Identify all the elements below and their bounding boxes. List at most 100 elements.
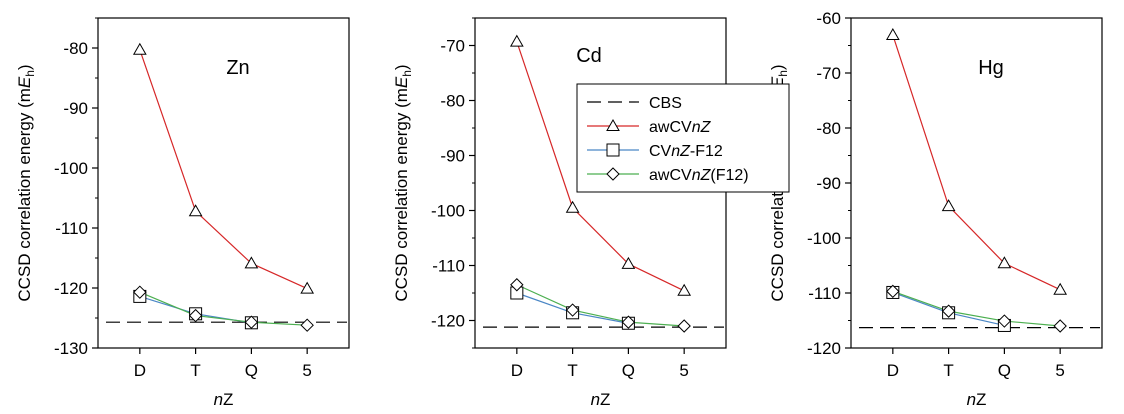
y-tick-label: -80 xyxy=(440,92,465,111)
x-axis-title: nZ xyxy=(214,390,234,409)
x-tick-label: 5 xyxy=(679,361,688,380)
point-awf12 xyxy=(677,319,691,333)
y-axis-title-sub: h xyxy=(776,70,790,77)
legend-label-cbs: CBS xyxy=(649,95,682,112)
x-tick-label: T xyxy=(567,361,577,380)
y-tick-label: -90 xyxy=(816,174,841,193)
plot-frame xyxy=(97,17,350,349)
point-awf12 xyxy=(886,284,900,299)
y-tick-label: -70 xyxy=(816,64,841,83)
legend-label-part: CBS xyxy=(649,95,682,112)
y-axis-title-suffix: ) xyxy=(15,64,34,70)
x-tick-label: D xyxy=(887,361,899,380)
point-awcv xyxy=(300,281,315,294)
y-tick-label: -100 xyxy=(54,159,88,178)
point-awcv xyxy=(1053,282,1068,295)
x-tick-label: D xyxy=(134,361,146,380)
legend-label-part: (F12) xyxy=(710,167,748,184)
legend-label-awcv: awCVnZ xyxy=(649,119,712,136)
y-axis-title-sub: h xyxy=(23,70,37,77)
legend-label-part: nZ xyxy=(692,167,712,184)
x-axis-title-var: n xyxy=(591,390,600,409)
point-awcv xyxy=(997,256,1012,269)
point-awf12 xyxy=(1053,319,1067,333)
x-axis-title-rest: Z xyxy=(976,390,986,409)
series-line-awf12 xyxy=(892,290,1061,327)
series-line-awcv xyxy=(139,49,308,290)
point-awcv xyxy=(188,204,203,217)
series-line-awf12 xyxy=(139,291,308,326)
point-awcv xyxy=(565,200,580,213)
point-awf12 xyxy=(188,308,203,323)
point-awcv xyxy=(885,28,900,41)
y-tick-label: -90 xyxy=(63,99,88,118)
y-tick-label: -90 xyxy=(440,147,465,166)
panel-label: Hg xyxy=(978,57,1004,79)
x-axis-title-var: n xyxy=(967,390,976,409)
y-tick-label: -100 xyxy=(807,229,841,248)
y-tick-label: -70 xyxy=(440,37,465,56)
x-tick-label: 5 xyxy=(302,361,311,380)
point-awcv xyxy=(132,42,147,55)
legend-label-part: awCV xyxy=(649,167,692,184)
y-axis-title-prefix: CCSD correlation energy (m xyxy=(15,88,34,302)
panel-cd: -70 -80 -90 -100 -110 -120 D T Q 5 nZ CCSD correlat… xyxy=(392,17,727,409)
x-axis-title-var: n xyxy=(214,390,223,409)
point-awf12 xyxy=(997,314,1012,328)
legend-label-part: -F12 xyxy=(690,143,723,160)
point-awf12 xyxy=(510,278,524,292)
point-awcv xyxy=(509,34,524,47)
y-tick-label: -110 xyxy=(808,284,841,303)
y-tick-label: -110 xyxy=(55,219,88,238)
y-tick-label: -60 xyxy=(816,9,841,28)
y-axis-title-var: E xyxy=(15,76,34,88)
point-awf12 xyxy=(300,318,314,332)
point-awcv xyxy=(941,199,956,212)
x-tick-label: T xyxy=(943,361,953,380)
x-axis-title-rest: Z xyxy=(223,390,233,409)
legend-label-part: awCV xyxy=(649,119,692,136)
legend-marker-f12 xyxy=(606,143,620,157)
y-axis-title: CCSD correlation energy (mEh) xyxy=(392,64,414,301)
x-axis-title: nZ xyxy=(591,390,611,409)
y-axis-title-var: E xyxy=(392,76,411,88)
point-awf12 xyxy=(941,304,956,318)
legend-label-part: nZ xyxy=(671,143,691,160)
series-line-awcv xyxy=(892,34,1061,291)
point-awcv xyxy=(621,256,636,269)
y-tick-label: -80 xyxy=(816,119,841,138)
y-tick-label: -120 xyxy=(54,279,88,298)
x-axis-title-rest: Z xyxy=(600,390,610,409)
y-tick-label: -80 xyxy=(63,39,88,58)
x-axis-title: nZ xyxy=(967,390,987,409)
x-tick-label: T xyxy=(190,361,200,380)
legend-label-awf12: awCVnZ(F12) xyxy=(649,167,749,184)
y-axis-title-suffix: ) xyxy=(768,64,787,70)
panel-label: Cd xyxy=(576,45,602,67)
y-axis-title: CCSD correlation energy (mEh) xyxy=(15,64,37,301)
point-awf12 xyxy=(244,315,259,329)
x-tick-label: 5 xyxy=(1055,361,1064,380)
y-tick-label: -130 xyxy=(54,339,88,358)
legend-marker-awf12 xyxy=(606,167,620,181)
y-axis-title-prefix: CCSD correlation energy (m xyxy=(392,88,411,302)
point-awf12 xyxy=(565,303,580,317)
point-awf12 xyxy=(133,285,147,299)
legend-label-f12: CVnZ-F12 xyxy=(649,143,723,160)
y-axis-title-suffix: ) xyxy=(392,64,411,70)
legend-label-part: CV xyxy=(649,143,672,160)
y-tick-label: -120 xyxy=(431,312,465,331)
legend-label-part: nZ xyxy=(692,119,712,136)
legend-marker-awcv xyxy=(606,118,620,131)
series-line-awcv xyxy=(516,41,685,292)
series-line-awf12 xyxy=(516,284,685,327)
x-tick-label: Q xyxy=(245,361,258,380)
x-tick-label: D xyxy=(511,361,523,380)
y-tick-label: -100 xyxy=(431,202,465,221)
y-tick-label: -120 xyxy=(807,339,841,358)
panel-label: Zn xyxy=(226,57,249,79)
x-tick-label: Q xyxy=(622,361,635,380)
